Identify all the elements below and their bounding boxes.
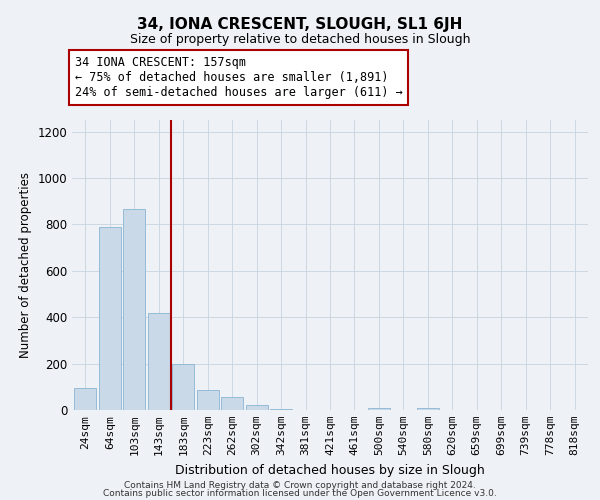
- Text: Contains public sector information licensed under the Open Government Licence v3: Contains public sector information licen…: [103, 489, 497, 498]
- Bar: [148, 312, 170, 410]
- Bar: [74, 388, 97, 410]
- Bar: [172, 364, 194, 410]
- Bar: [99, 226, 121, 410]
- X-axis label: Distribution of detached houses by size in Slough: Distribution of detached houses by size …: [175, 464, 485, 476]
- Text: Contains HM Land Registry data © Crown copyright and database right 2024.: Contains HM Land Registry data © Crown c…: [124, 480, 476, 490]
- Bar: [417, 408, 439, 410]
- Bar: [368, 408, 390, 410]
- Bar: [245, 405, 268, 410]
- Y-axis label: Number of detached properties: Number of detached properties: [19, 172, 32, 358]
- Text: 34 IONA CRESCENT: 157sqm
← 75% of detached houses are smaller (1,891)
24% of sem: 34 IONA CRESCENT: 157sqm ← 75% of detach…: [74, 56, 403, 99]
- Bar: [221, 397, 243, 410]
- Bar: [270, 409, 292, 410]
- Bar: [197, 390, 219, 410]
- Bar: [124, 210, 145, 410]
- Text: 34, IONA CRESCENT, SLOUGH, SL1 6JH: 34, IONA CRESCENT, SLOUGH, SL1 6JH: [137, 18, 463, 32]
- Text: Size of property relative to detached houses in Slough: Size of property relative to detached ho…: [130, 32, 470, 46]
